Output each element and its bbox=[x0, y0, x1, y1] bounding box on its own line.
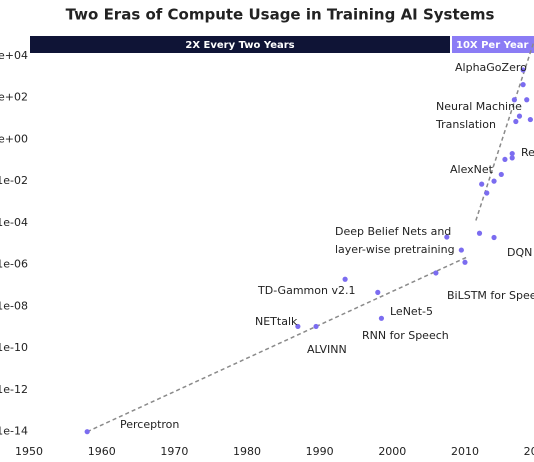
x-tick-label: 1970 bbox=[160, 445, 188, 458]
annotation: DQN bbox=[507, 246, 532, 259]
data-point bbox=[378, 315, 385, 321]
x-tick-label: 2000 bbox=[378, 445, 406, 458]
data-point bbox=[491, 234, 497, 241]
data-point bbox=[491, 178, 497, 184]
annotation: AlexNet bbox=[450, 163, 494, 176]
annotation: BiLSTM for Speech bbox=[447, 289, 534, 302]
chart-title: Two Eras of Compute Usage in Training AI… bbox=[66, 6, 495, 24]
era-band bbox=[452, 36, 534, 53]
trend-line bbox=[86, 255, 469, 433]
y-tick-label: 1e-14 bbox=[0, 425, 28, 438]
data-point bbox=[462, 259, 468, 265]
data-point bbox=[458, 247, 464, 253]
annotation: NETtalk bbox=[255, 315, 298, 328]
annotation: Perceptron bbox=[120, 418, 179, 431]
data-point bbox=[433, 270, 439, 276]
x-tick-label: 2010 bbox=[451, 445, 479, 458]
y-tick-label: 1e-02 bbox=[0, 174, 28, 187]
y-tick-label: 1e+02 bbox=[0, 91, 28, 104]
annotation: LeNet-5 bbox=[390, 305, 433, 318]
y-tick-label: 1e+00 bbox=[0, 132, 28, 145]
data-point bbox=[313, 323, 319, 330]
x-tick-label: 1950 bbox=[15, 445, 43, 458]
data-point bbox=[527, 116, 533, 123]
data-point bbox=[476, 230, 483, 236]
y-tick-label: 1e-10 bbox=[0, 341, 28, 354]
y-tick-label: 1e-08 bbox=[0, 299, 28, 312]
data-point bbox=[520, 67, 526, 73]
annotation: RNN for Speech bbox=[362, 329, 449, 342]
data-point bbox=[444, 234, 450, 240]
x-tick-label: 1980 bbox=[233, 445, 261, 458]
data-point bbox=[484, 190, 490, 196]
y-tick-label: 1e-06 bbox=[0, 258, 28, 271]
data-point bbox=[513, 118, 519, 125]
x-tick-label: 1990 bbox=[306, 445, 334, 458]
annotation: Neural Machine bbox=[436, 100, 522, 113]
y-tick-label: 1e+04 bbox=[0, 49, 28, 62]
data-point bbox=[511, 97, 517, 103]
data-point bbox=[524, 97, 530, 103]
annotation: Re bbox=[521, 146, 534, 159]
era-label: 2X Every Two Years bbox=[185, 40, 294, 51]
data-point bbox=[516, 113, 523, 119]
data-point bbox=[479, 181, 485, 187]
annotation: Deep Belief Nets and bbox=[335, 225, 451, 238]
data-point bbox=[342, 276, 348, 282]
y-tick-label: 1e-12 bbox=[0, 383, 28, 396]
annotation: TD-Gammon v2.1 bbox=[257, 284, 355, 297]
data-point bbox=[84, 429, 90, 435]
data-point bbox=[295, 323, 301, 330]
y-tick-label: 1e-04 bbox=[0, 216, 28, 229]
data-point bbox=[509, 155, 515, 161]
annotation: Translation bbox=[435, 118, 496, 131]
annotation: AlphaGoZero bbox=[455, 61, 527, 74]
annotation: layer-wise pretraining bbox=[335, 243, 455, 256]
data-point bbox=[520, 82, 526, 88]
era-label: 10X Per Year bbox=[456, 40, 528, 51]
x-tick-label: 1960 bbox=[88, 445, 116, 458]
data-point bbox=[375, 289, 381, 295]
data-point bbox=[498, 171, 504, 178]
x-tick-label: 2020 bbox=[524, 445, 534, 458]
data-point bbox=[502, 156, 508, 163]
era-band bbox=[30, 36, 450, 53]
data-point bbox=[509, 150, 515, 157]
annotation: ALVINN bbox=[307, 343, 347, 356]
